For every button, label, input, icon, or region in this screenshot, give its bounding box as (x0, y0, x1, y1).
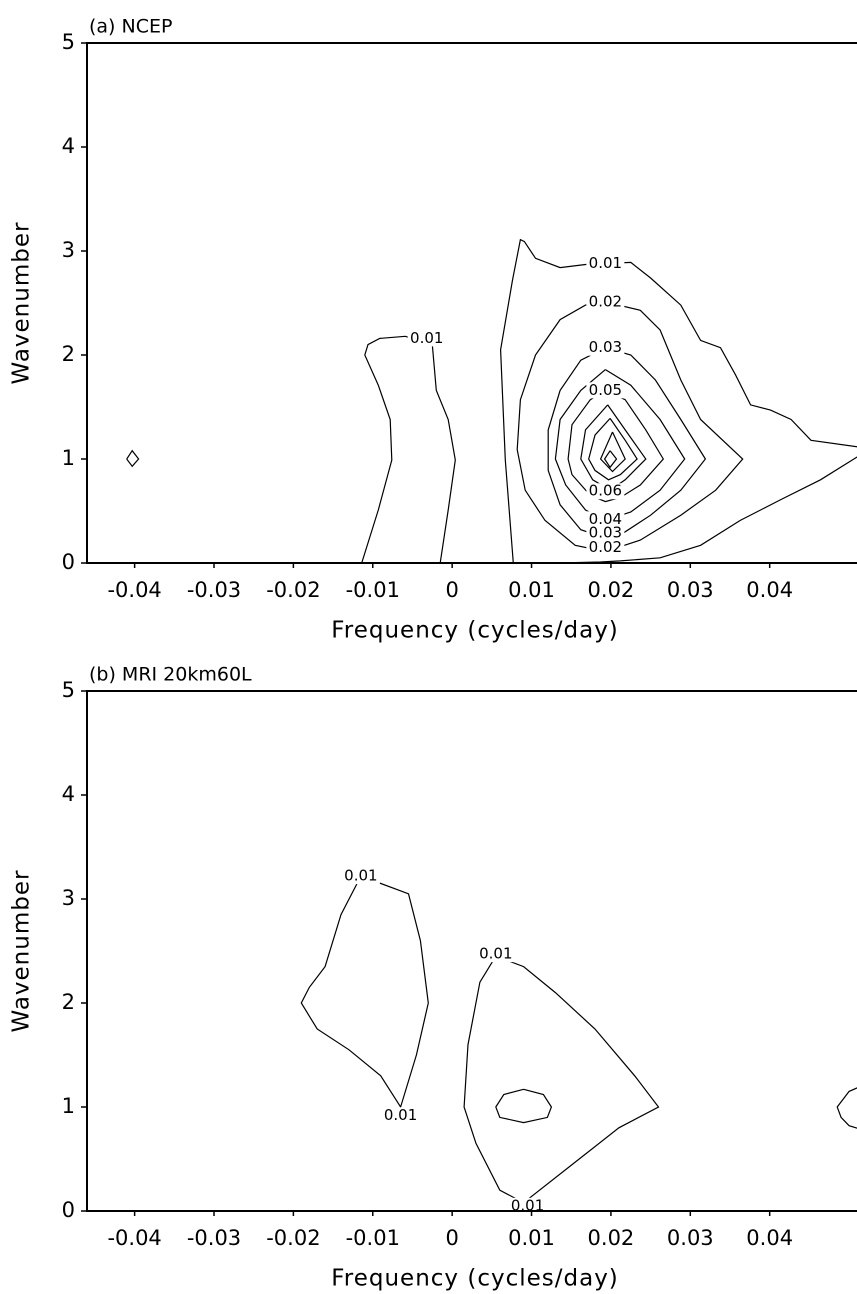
contour-label-bg (586, 339, 625, 356)
contour-label-bg (476, 946, 515, 963)
contour-label-bg (341, 868, 380, 885)
contour-label-bg (586, 293, 625, 310)
axis-frame (86, 42, 857, 564)
x-tick-label: 0.01 (508, 1226, 555, 1250)
y-axis-title: Wavenumber (9, 870, 35, 1033)
contour-label: 0.01 (344, 867, 377, 885)
y-tick-label: 0 (62, 1198, 75, 1222)
contour-line (463, 955, 660, 1204)
x-tick-label: -0.04 (107, 1226, 161, 1250)
x-tick-label: -0.03 (187, 578, 241, 602)
x-tick-label: -0.02 (266, 1226, 320, 1250)
y-tick-label: 3 (62, 238, 75, 262)
x-tick-label: 0.02 (588, 578, 635, 602)
y-tick-label: 2 (62, 990, 75, 1014)
contour-line (567, 389, 665, 503)
contour-label: 0.01 (410, 329, 443, 347)
contour-line (588, 417, 638, 481)
contour-label: 0.04 (589, 510, 622, 528)
contour-line (499, 238, 857, 563)
contour-label-bg (586, 539, 625, 556)
y-axis-title: Wavenumber (9, 222, 35, 385)
x-tick-label: -0.02 (266, 578, 320, 602)
y-tick-label: 4 (62, 782, 75, 806)
y-tick-label: 2 (62, 342, 75, 366)
contour-group: 0.010.020.030.050.060.040.030.020.01 (126, 238, 857, 563)
panel-title: (a) NCEP (89, 16, 172, 38)
contour-line (836, 1087, 857, 1129)
contour-label: 0.01 (511, 1196, 544, 1214)
contour-label-bg (586, 382, 625, 399)
contour-line (495, 1088, 553, 1124)
x-tick-label: 0.04 (746, 578, 793, 602)
contour-label-bg (508, 1197, 547, 1211)
x-axis-title: Frequency (cycles/day) (331, 618, 619, 644)
x-tick-label: 0.04 (746, 1226, 793, 1250)
contour-line (126, 449, 140, 468)
contour-label: 0.01 (479, 945, 512, 963)
panel: (a) NCEP Wavenumber Frequency (cycles/day)… (9, 16, 857, 644)
contour-line (361, 335, 456, 563)
contour-label: 0.01 (384, 1106, 417, 1124)
y-tick-label: 1 (62, 446, 75, 470)
x-tick-label: -0.04 (107, 578, 161, 602)
y-tick-label: 3 (62, 886, 75, 910)
contour-line (599, 431, 626, 473)
panel-title: (b) MRI 20km60L (89, 664, 252, 686)
contour-label: 0.02 (589, 538, 622, 556)
y-tick-label: 0 (62, 550, 75, 574)
x-tick-label: -0.01 (346, 1226, 400, 1250)
contour-line (300, 875, 429, 1109)
panel: (b) MRI 20km60L Wavenumber Frequency (cycl… (9, 664, 857, 1292)
x-tick-label: 0 (445, 1226, 458, 1250)
x-axis-title: Frequency (cycles/day) (331, 1266, 619, 1292)
contour-label: 0.05 (589, 381, 622, 399)
contour-label: 0.03 (589, 523, 622, 541)
y-tick-label: 5 (62, 678, 75, 702)
x-tick-label: -0.03 (187, 1226, 241, 1250)
x-tick-label: 0.03 (667, 578, 714, 602)
contour-label-bg (586, 511, 625, 528)
contour-label: 0.02 (589, 292, 622, 310)
contour-line (516, 301, 744, 553)
x-tick-label: -0.01 (346, 578, 400, 602)
x-tick-label: 0.02 (588, 1226, 635, 1250)
x-tick-label: 0 (445, 578, 458, 602)
contour-label: 0.06 (589, 482, 622, 500)
x-tick-label: 0.03 (667, 1226, 714, 1250)
contour-label-bg (586, 524, 625, 541)
y-tick-label: 5 (62, 30, 75, 54)
contour-line (603, 450, 618, 469)
contour-label: 0.01 (589, 254, 622, 272)
contour-label-bg (407, 330, 446, 347)
contour-label-bg (586, 255, 625, 272)
contour-label-bg (381, 1107, 420, 1124)
x-tick-label: 0.01 (508, 578, 555, 602)
y-tick-label: 1 (62, 1094, 75, 1118)
contour-label-bg (586, 483, 625, 500)
contour-group: 0.01 0.01 0.01 0.01 (300, 867, 857, 1214)
contour-label: 0.03 (589, 338, 622, 356)
y-tick-label: 4 (62, 134, 75, 158)
axis-frame (86, 690, 857, 1212)
